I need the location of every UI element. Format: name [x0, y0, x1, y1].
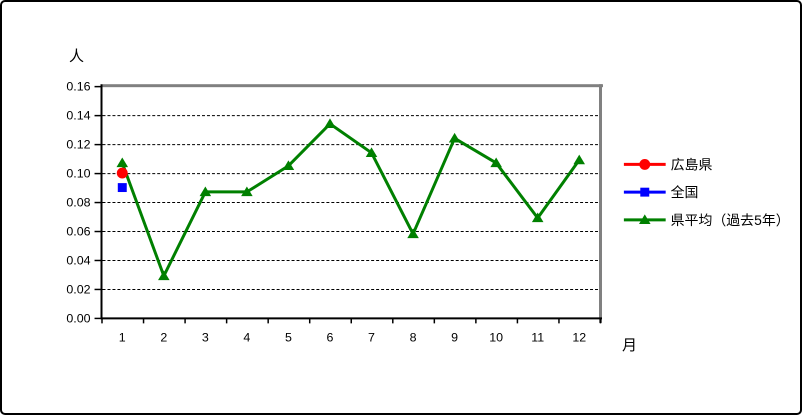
x-tick-label: 6	[327, 331, 334, 345]
series-line	[120, 122, 581, 278]
x-tick-label: 2	[160, 331, 167, 345]
series-3	[116, 118, 586, 281]
plot-border-right	[599, 84, 602, 323]
x-tick-label: 12	[572, 331, 586, 345]
y-tick-label: 0.14	[66, 109, 90, 123]
data-point-marker	[448, 132, 461, 143]
gridlines	[102, 115, 601, 290]
data-point-marker	[199, 186, 212, 197]
x-tick-label: 1	[119, 331, 126, 345]
x-axis-unit-label: 月	[622, 337, 638, 354]
y-tick-label: 0.06	[66, 225, 90, 239]
plot-border-top	[102, 84, 603, 88]
legend-label: 広島県	[671, 156, 713, 172]
legend-marker	[640, 187, 650, 197]
x-tick-label: 11	[531, 331, 544, 345]
data-point-marker	[158, 270, 170, 281]
y-tick-label: 0.08	[66, 196, 90, 210]
legend-marker	[639, 214, 651, 225]
legend-item: 広島県	[623, 156, 713, 172]
axes	[100, 84, 602, 320]
x-tick-label: 5	[285, 331, 292, 345]
y-tick-label: 0.04	[66, 253, 90, 267]
y-tick-label: 0.12	[66, 138, 90, 152]
data-point-marker	[116, 157, 129, 168]
legend-item: 全国	[623, 184, 699, 200]
legend-label: 全国	[671, 184, 699, 200]
data-point-marker	[282, 160, 295, 171]
data-point-marker	[573, 154, 586, 165]
data-point-marker	[531, 212, 544, 223]
data-point-marker	[116, 167, 128, 179]
data-point-marker	[117, 183, 127, 193]
legend-item: 県平均（過去5年）	[623, 212, 790, 228]
x-tick-label: 4	[243, 331, 250, 345]
x-axis: 1 2 3 4 5 6 7 8 9 10 11 12	[101, 318, 602, 345]
y-axis: 0.00 0.02 0.04 0.06 0.08 0.10 0.12 0.14 0.16	[66, 80, 102, 325]
y-tick-label: 0.02	[66, 282, 90, 296]
y-tick-label: 0.00	[66, 311, 90, 325]
plot-border	[102, 84, 603, 323]
x-tick-label: 9	[451, 331, 458, 345]
series-2	[117, 183, 127, 193]
x-tick-label: 3	[202, 331, 209, 345]
x-tick-label: 10	[489, 331, 503, 345]
legend-label: 県平均（過去5年）	[671, 212, 790, 228]
x-tick-label: 7	[368, 331, 375, 345]
data-point-marker	[241, 186, 253, 197]
y-axis-unit-label: 人	[69, 48, 85, 65]
data-point-marker	[365, 147, 378, 157]
x-tick-label: 8	[410, 331, 417, 345]
series-1	[116, 167, 128, 179]
data-point-marker	[490, 157, 502, 168]
legend-marker	[639, 158, 651, 170]
y-tick-label: 0.16	[66, 80, 90, 94]
data-point-marker	[407, 228, 419, 239]
y-tick-label: 0.10	[66, 167, 90, 181]
data-point-marker	[324, 118, 336, 128]
